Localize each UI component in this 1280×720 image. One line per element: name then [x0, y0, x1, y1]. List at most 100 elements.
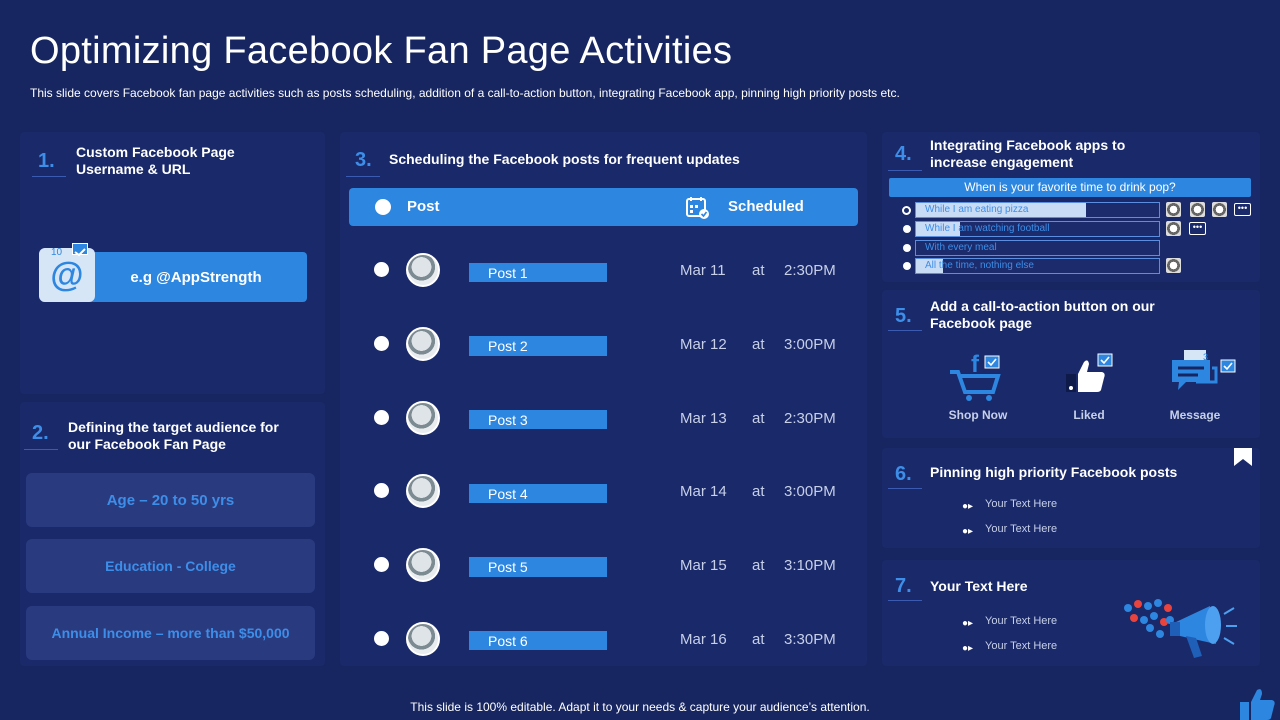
- post-label[interactable]: Post 6: [469, 631, 607, 650]
- svg-text:f: f: [971, 351, 980, 378]
- shop-now-button[interactable]: f Shop Now: [933, 350, 1023, 425]
- post-radio[interactable]: [374, 557, 389, 572]
- post-time: 3:30PM: [784, 631, 836, 648]
- section-title: Pinning high priority Facebook posts: [930, 464, 1178, 480]
- poll-option-label: All the time, nothing else: [925, 260, 1034, 271]
- message-button[interactable]: 3 Message: [1150, 346, 1240, 425]
- post-avatar: [406, 327, 440, 361]
- post-at: at: [752, 483, 765, 500]
- section-number: 6.: [895, 463, 912, 485]
- poll-radio[interactable]: [903, 225, 911, 233]
- more-icon[interactable]: •••: [1189, 222, 1206, 235]
- shop-now-label: Shop Now: [948, 408, 1008, 422]
- audience-item-education: Education - College: [26, 539, 315, 593]
- header-scheduled: Scheduled: [728, 198, 804, 215]
- divider: [346, 176, 380, 177]
- voter-avatar: [1212, 202, 1227, 217]
- post-radio[interactable]: [374, 262, 389, 277]
- audience-item-income: Annual Income – more than $50,000: [26, 606, 315, 660]
- bullet-text: Your Text Here: [985, 615, 1058, 627]
- thumbs-up-logo-icon: [1238, 688, 1276, 720]
- bookmark-icon: [1233, 448, 1253, 471]
- post-avatar: [406, 622, 440, 656]
- poll-question: When is your favorite time to drink pop?: [889, 178, 1251, 197]
- section-number: 5.: [895, 305, 912, 327]
- post-avatar: [406, 474, 440, 508]
- bullet-icon: ●▸: [962, 643, 974, 654]
- post-label[interactable]: Post 1: [469, 263, 607, 282]
- liked-button[interactable]: Liked: [1044, 350, 1134, 425]
- section-title: Scheduling the Facebook posts for freque…: [389, 151, 740, 167]
- message-icon: [1172, 350, 1236, 390]
- post-radio[interactable]: [374, 483, 389, 498]
- bullet-text: Your Text Here: [985, 523, 1058, 535]
- poll-option-label: While I am watching football: [925, 223, 1050, 234]
- poll-radio[interactable]: [903, 244, 911, 252]
- post-label[interactable]: Post 5: [469, 557, 607, 577]
- post-time: 2:30PM: [784, 262, 836, 279]
- poll-fill: [916, 203, 1087, 217]
- divider: [32, 176, 66, 177]
- section-title: Add a call-to-action button on our Faceb…: [930, 298, 1155, 332]
- header-dot: [375, 199, 391, 215]
- bullet-icon: ●▸: [962, 526, 974, 537]
- post-radio[interactable]: [374, 336, 389, 351]
- divider: [888, 170, 922, 171]
- post-radio[interactable]: [374, 410, 389, 425]
- voter-avatar: [1166, 202, 1181, 217]
- post-time: 2:30PM: [784, 410, 836, 427]
- section-title-line: Username & URL: [76, 161, 191, 177]
- post-date: Mar 14: [680, 483, 727, 500]
- post-date: Mar 15: [680, 557, 727, 574]
- post-at: at: [752, 262, 765, 279]
- divider: [24, 449, 58, 450]
- post-label[interactable]: Post 3: [469, 410, 607, 429]
- bullet-icon: ●▸: [962, 501, 974, 512]
- section-title: Your Text Here: [930, 578, 1028, 594]
- section-title-line: Add a call-to-action button on our: [930, 298, 1155, 314]
- at-icon: @: [39, 248, 95, 302]
- poll-radio[interactable]: [902, 206, 911, 215]
- section-title-line: increase engagement: [930, 154, 1074, 170]
- section-number: 1.: [38, 150, 55, 172]
- username-text: e.g @AppStrength: [130, 269, 262, 286]
- post-label[interactable]: Post 2: [469, 336, 607, 356]
- poll-option[interactable]: While I am watching football: [915, 221, 1160, 237]
- poll-option-label: With every meal: [925, 242, 997, 253]
- post-at: at: [752, 410, 765, 427]
- at-symbol: @: [50, 255, 84, 294]
- badge-count: 10: [51, 247, 63, 258]
- poll-option[interactable]: All the time, nothing else: [915, 258, 1160, 274]
- more-icon[interactable]: •••: [1234, 203, 1251, 216]
- audience-item-age: Age – 20 to 50 yrs: [26, 473, 315, 527]
- post-at: at: [752, 631, 765, 648]
- post-date: Mar 16: [680, 631, 727, 648]
- bullet-text: Your Text Here: [985, 498, 1058, 510]
- schedule-header: [349, 188, 858, 226]
- post-radio[interactable]: [374, 631, 389, 646]
- post-label[interactable]: Post 4: [469, 484, 607, 503]
- poll-option-label: While I am eating pizza: [925, 204, 1029, 215]
- bullet-icon: ●▸: [962, 618, 974, 629]
- message-label: Message: [1169, 408, 1221, 422]
- section-title: Custom Facebook Page Username & URL: [76, 144, 235, 178]
- post-date: Mar 12: [680, 336, 727, 353]
- section-number: 7.: [895, 575, 912, 597]
- calendar-icon: [686, 196, 710, 225]
- message-count: 3: [1203, 352, 1209, 362]
- post-date: Mar 11: [680, 262, 726, 279]
- section-title-line: Defining the target audience for: [68, 419, 279, 435]
- poll-fill: [916, 222, 960, 236]
- voter-avatar: [1190, 202, 1205, 217]
- post-time: 3:00PM: [784, 483, 836, 500]
- post-date: Mar 13: [680, 410, 727, 427]
- post-avatar: [406, 401, 440, 435]
- section-title-line: Facebook page: [930, 315, 1032, 331]
- poll-option[interactable]: With every meal: [915, 240, 1160, 256]
- page-title: Optimizing Facebook Fan Page Activities: [30, 30, 733, 72]
- poll-option[interactable]: While I am eating pizza: [915, 202, 1160, 218]
- poll-radio[interactable]: [903, 262, 911, 270]
- divider: [888, 330, 922, 331]
- poll-fill: [916, 259, 943, 273]
- post-at: at: [752, 336, 765, 353]
